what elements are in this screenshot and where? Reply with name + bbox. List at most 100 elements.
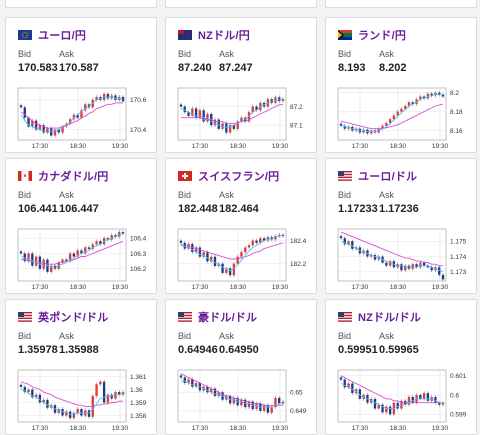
- y-tick-label: 106.3: [130, 251, 147, 258]
- candle-down: [118, 392, 121, 395]
- currency-pair-title[interactable]: カナダドル/円: [38, 171, 109, 183]
- candle-down: [434, 396, 437, 403]
- candle-down: [19, 384, 23, 387]
- rate-card[interactable]: NZドル/円 Bid Ask 87.240 87.247 17:30 18:30 19:30 8…: [165, 17, 317, 153]
- rate-card-header[interactable]: スイスフラン/円: [178, 169, 279, 183]
- candle-up: [118, 232, 121, 237]
- currency-pair-title[interactable]: ユーロ/ドル: [358, 171, 418, 183]
- price-chart[interactable]: 17:30 18:30 19:30 1.361 1.36 1.359 1.358: [6, 360, 156, 434]
- rate-card[interactable]: ランド/円 Bid Ask 8.193 8.202 17:30 18:30 19:30 8.2 8…: [325, 17, 477, 153]
- price-chart[interactable]: 17:30 18:30 19:30 1.175 1.174 1.173: [326, 219, 476, 293]
- candle-down: [373, 255, 377, 260]
- candle-up: [72, 114, 76, 120]
- y-tick-label: 87.1: [290, 122, 303, 129]
- rate-card[interactable]: 豪ドル/ドル Bid Ask 0.64946 0.64950 17:30 18:30 19:3…: [165, 299, 317, 435]
- rate-card-partial[interactable]: [165, 0, 317, 8]
- nz-flag: [178, 30, 192, 40]
- price-chart[interactable]: 17:30 18:30 19:30 170.6 170.4: [6, 78, 156, 152]
- candle-up: [53, 129, 57, 136]
- candle-up: [441, 402, 445, 405]
- rate-card-header[interactable]: NZドル/円: [178, 28, 250, 42]
- candle-down: [396, 402, 399, 409]
- rate-card[interactable]: カナダドル/円 Bid Ask 106.441 106.447 17:30 18:30 19:…: [5, 158, 157, 294]
- currency-pair-title[interactable]: NZドル/ドル: [358, 312, 422, 324]
- candle-up: [404, 265, 407, 271]
- x-tick-label: 17:30: [192, 284, 209, 291]
- moving-average-slow: [340, 103, 444, 130]
- x-tick-label: 19:30: [272, 143, 289, 150]
- candle-down: [358, 389, 362, 399]
- rate-card-header[interactable]: カナダドル/円: [18, 169, 108, 183]
- rate-card-header[interactable]: NZドル/ドル: [338, 310, 421, 324]
- price-chart[interactable]: 17:30 18:30 19:30 8.2 8.18 8.16: [326, 78, 476, 152]
- ask-value: 182.464: [219, 203, 259, 215]
- candle-up: [385, 122, 388, 126]
- bid-label: Bid: [338, 331, 352, 341]
- rate-card[interactable]: NZドル/ドル Bid Ask 0.59951 0.59965 17:30 18:30 19:…: [325, 299, 477, 435]
- x-tick-label: 17:30: [192, 143, 209, 150]
- candle-down: [183, 377, 186, 383]
- candle-down: [411, 396, 414, 403]
- candle-down: [373, 398, 377, 409]
- candle-down: [179, 104, 183, 107]
- candle-down: [411, 102, 414, 105]
- candle-up: [221, 123, 224, 129]
- bid-label: Bid: [338, 49, 352, 59]
- candle-down: [278, 397, 281, 404]
- rate-card-header[interactable]: ユーロ/円: [18, 28, 86, 42]
- candle-down: [385, 262, 388, 266]
- rate-card[interactable]: スイスフラン/円 Bid Ask 182.448 182.464 17:30 18:30 19…: [165, 158, 317, 294]
- currency-pair-title[interactable]: ユーロ/円: [38, 30, 87, 42]
- candle-up: [259, 238, 262, 243]
- y-tick-label: 182.2: [290, 261, 307, 268]
- candle-down: [23, 253, 26, 262]
- candle-up: [236, 121, 239, 129]
- currency-pair-title[interactable]: NZドル/円: [198, 30, 250, 42]
- candle-up: [213, 119, 217, 126]
- candle-up: [198, 110, 202, 118]
- candle-up: [426, 93, 430, 99]
- price-chart[interactable]: 17:30 18:30 19:30 182.4 182.2: [166, 219, 316, 293]
- candle-up: [95, 241, 98, 245]
- x-tick-label: 19:30: [112, 143, 129, 150]
- price-chart[interactable]: 17:30 18:30 19:30 0.601 0.6 0.599: [326, 360, 476, 434]
- rate-card-header[interactable]: 豪ドル/ドル: [178, 310, 257, 324]
- rate-card-header[interactable]: 英ポンド/ドル: [18, 310, 108, 324]
- x-tick-label: 19:30: [432, 143, 449, 150]
- candle-up: [225, 268, 228, 273]
- candle-up: [106, 394, 110, 403]
- rate-card-header[interactable]: ユーロ/ドル: [338, 169, 417, 183]
- currency-pair-title[interactable]: スイスフラン/円: [198, 171, 280, 183]
- candle-down: [38, 394, 42, 403]
- candle-down: [183, 106, 186, 113]
- candle-down: [400, 264, 403, 271]
- chart-plot-frame: [177, 87, 287, 141]
- rate-card-partial[interactable]: [325, 0, 477, 8]
- currency-pair-title[interactable]: ランド/円: [358, 30, 407, 42]
- candlestick-chart: 17:30 18:30 19:30 1.361 1.36 1.359 1.358: [17, 369, 147, 432]
- candle-down: [31, 389, 34, 398]
- currency-pair-title[interactable]: 豪ドル/ドル: [198, 312, 258, 324]
- candle-down: [23, 386, 26, 393]
- candle-up: [347, 383, 350, 388]
- candle-down: [430, 267, 433, 271]
- candle-up: [99, 381, 102, 385]
- price-chart[interactable]: 17:30 18:30 19:30 87.2 87.1: [166, 78, 316, 152]
- currency-pair-title[interactable]: 英ポンド/ドル: [38, 312, 109, 324]
- rate-card[interactable]: ユーロ/ドル Bid Ask 1.17233 1.17236 17:30 18:30 19:3…: [325, 158, 477, 294]
- chart-plot-frame: [17, 87, 127, 141]
- rate-card-partial[interactable]: [5, 0, 157, 8]
- rate-card[interactable]: 英ポンド/ドル Bid Ask 1.35978 1.35988 17:30 18:30 19:…: [5, 299, 157, 435]
- ca-flag: [18, 171, 32, 181]
- candle-down: [202, 110, 205, 122]
- ask-value: 0.64950: [219, 344, 259, 356]
- price-chart[interactable]: 17:30 18:30 19:30 106.4 106.3 106.2: [6, 219, 156, 293]
- price-chart[interactable]: 17:30 18:30 19:30 0.65 0.649: [166, 360, 316, 434]
- candle-up: [396, 111, 399, 116]
- candle-up: [27, 253, 30, 262]
- candle-down: [50, 128, 53, 136]
- candle-up: [194, 383, 198, 387]
- candle-down: [255, 106, 258, 111]
- rate-card-header[interactable]: ランド/円: [338, 28, 406, 42]
- rate-card[interactable]: ユーロ/円 Bid Ask 170.583 170.587 17:30 18:30 19:30…: [5, 17, 157, 153]
